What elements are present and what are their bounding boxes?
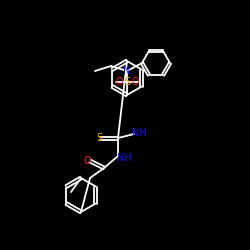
Text: NH: NH [116, 153, 132, 163]
Text: O: O [131, 77, 139, 87]
Text: O: O [115, 77, 123, 87]
Text: O: O [83, 156, 91, 166]
Text: S: S [96, 133, 102, 143]
Text: N: N [123, 66, 131, 76]
Text: S: S [124, 77, 130, 87]
Text: NH: NH [132, 128, 146, 138]
